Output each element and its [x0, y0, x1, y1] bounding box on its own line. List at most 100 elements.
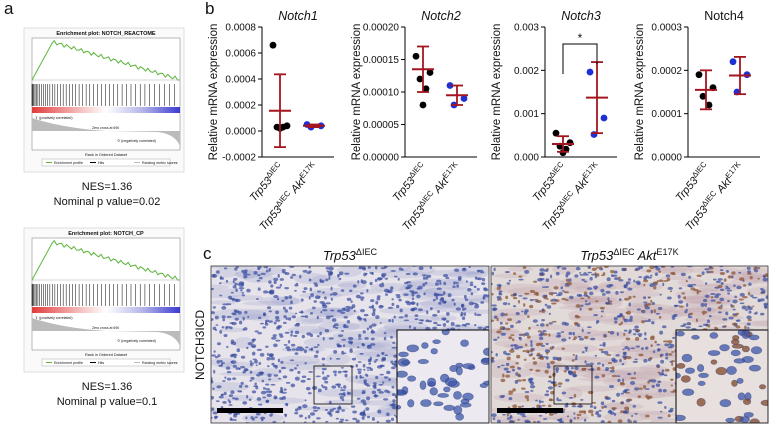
nucleus: [257, 287, 261, 291]
nucleus: [612, 359, 618, 363]
nucleus: [369, 367, 373, 372]
nucleus: [527, 350, 530, 354]
nucleus: [299, 275, 302, 279]
nucleus: [510, 344, 514, 347]
nucleus: [390, 286, 394, 291]
nucleus: [746, 266, 751, 270]
nucleus: [491, 304, 497, 307]
nucleus: [453, 302, 456, 306]
nucleus: [536, 420, 541, 423]
nucleus: [304, 416, 307, 420]
nucleus: [496, 283, 502, 287]
nucleus: [735, 312, 740, 315]
nucleus: [522, 378, 527, 382]
inset-nucleus: [401, 360, 411, 365]
nucleus: [521, 405, 524, 408]
nucleus: [758, 299, 762, 302]
nucleus: [281, 391, 287, 394]
nucleus: [526, 397, 529, 402]
nucleus: [524, 292, 530, 295]
nucleus: [665, 356, 669, 360]
nucleus: [463, 312, 467, 317]
nucleus: [239, 390, 243, 393]
nucleus: [431, 313, 438, 317]
nucleus: [386, 370, 391, 375]
nucleus: [322, 336, 325, 341]
nucleus: [252, 338, 257, 341]
nucleus: [561, 290, 565, 292]
nucleus: [283, 413, 288, 416]
nucleus: [605, 301, 610, 305]
nucleus: [315, 350, 319, 354]
nucleus: [301, 375, 307, 379]
nucleus: [550, 274, 553, 279]
data-point: [552, 129, 560, 137]
nucleus: [265, 269, 269, 273]
nucleus: [544, 303, 548, 307]
nucleus: [541, 286, 548, 288]
nucleus: [286, 348, 292, 352]
nucleus: [551, 320, 557, 323]
label-superscript: ΔIEC: [556, 188, 575, 208]
nucleus: [626, 281, 631, 285]
nucleus: [685, 308, 688, 312]
nucleus: [308, 371, 313, 373]
nucleus: [666, 277, 671, 282]
nucleus: [232, 364, 237, 368]
nucleus: [226, 371, 232, 374]
nucleus: [275, 339, 281, 342]
nucleus: [668, 353, 673, 356]
nucleus: [249, 379, 253, 382]
nucleus: [322, 371, 325, 375]
nucleus: [237, 310, 242, 315]
nucleus: [523, 311, 528, 315]
nucleus: [381, 352, 385, 356]
nucleus: [548, 322, 553, 325]
nucleus: [234, 267, 238, 271]
inset-nucleus: [460, 398, 470, 405]
nucleus: [717, 278, 723, 281]
nucleus: [616, 392, 621, 397]
nucleus: [361, 416, 365, 420]
nucleus: [658, 279, 664, 283]
nucleus: [383, 376, 389, 379]
nucleus: [643, 337, 647, 340]
nucleus: [580, 297, 585, 300]
nucleus: [375, 358, 379, 361]
nucleus: [355, 364, 359, 368]
nucleus: [559, 420, 564, 423]
y-tick-label: 0.00020: [363, 23, 400, 34]
nucleus: [319, 331, 322, 336]
nucleus: [405, 272, 411, 276]
nucleus: [305, 346, 309, 349]
nucleus: [225, 366, 231, 370]
nucleus: [437, 310, 440, 314]
nucleus: [244, 310, 248, 314]
nucleus: [523, 358, 527, 361]
nucleus: [346, 319, 351, 324]
chart-title: Notch4: [704, 9, 744, 23]
nucleus: [538, 399, 542, 404]
nucleus: [574, 274, 579, 278]
stroma: [639, 380, 683, 390]
nucleus: [590, 337, 596, 341]
nucleus: [302, 290, 306, 293]
nucleus: [391, 298, 394, 301]
nucleus: [422, 276, 426, 280]
nucleus: [574, 314, 579, 318]
nucleus: [757, 266, 761, 270]
nucleus: [355, 375, 358, 380]
nucleus: [233, 356, 237, 359]
nucleus: [634, 412, 638, 415]
y-axis-label: Relative mRNA expression: [491, 24, 503, 161]
nucleus: [524, 419, 530, 423]
nucleus: [667, 286, 674, 290]
nes: NES=1.36: [82, 381, 132, 393]
nucleus: [591, 267, 597, 272]
nucleus: [594, 354, 598, 357]
nucleus: [532, 319, 538, 323]
nucleus: [360, 292, 364, 295]
nucleus: [342, 392, 346, 396]
nucleus: [552, 383, 558, 387]
nucleus: [438, 293, 444, 297]
